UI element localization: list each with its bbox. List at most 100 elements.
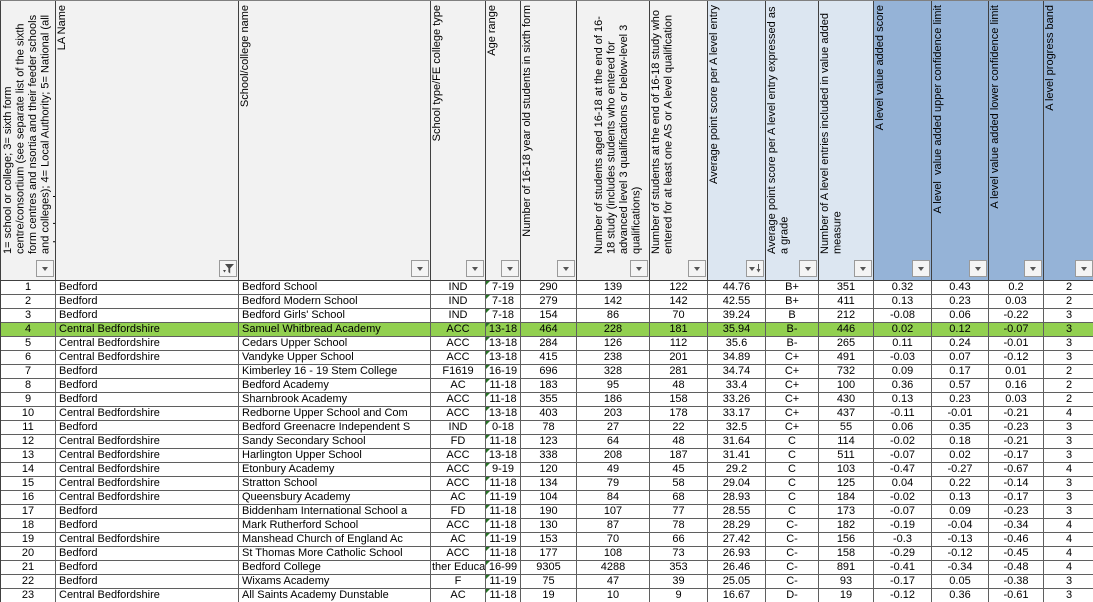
cell-r14-c7[interactable]: 45 <box>650 463 708 477</box>
cell-r23-c3[interactable]: AC <box>431 589 486 602</box>
cell-r23-c7[interactable]: 9 <box>650 589 708 602</box>
column-header-7[interactable]: Number of students at the end of 16-18 s… <box>650 1 708 280</box>
cell-r4-c14[interactable]: 3 <box>1044 323 1093 337</box>
cell-r12-c14[interactable]: 3 <box>1044 435 1093 449</box>
cell-r21-c7[interactable]: 353 <box>650 561 708 575</box>
cell-r8-c9[interactable]: C+ <box>766 379 819 393</box>
cell-r12-c5[interactable]: 123 <box>521 435 577 449</box>
cell-r22-c4[interactable]: 11-19 <box>486 575 521 589</box>
cell-r10-c14[interactable]: 4 <box>1044 407 1093 421</box>
filter-dropdown-button[interactable] <box>854 260 872 277</box>
cell-r7-c4[interactable]: 16-19 <box>486 365 521 379</box>
cell-r10-c8[interactable]: 33.17 <box>708 407 766 421</box>
cell-r15-c4[interactable]: 11-18 <box>486 477 521 491</box>
cell-r14-c10[interactable]: 103 <box>819 463 874 477</box>
cell-r17-c8[interactable]: 28.55 <box>708 505 766 519</box>
cell-r20-c7[interactable]: 73 <box>650 547 708 561</box>
cell-r22-c9[interactable]: C- <box>766 575 819 589</box>
cell-r13-c9[interactable]: C <box>766 449 819 463</box>
cell-r8-c4[interactable]: 11-18 <box>486 379 521 393</box>
cell-r13-c8[interactable]: 31.41 <box>708 449 766 463</box>
cell-r17-c11[interactable]: -0.07 <box>874 505 932 519</box>
cell-r1-c12[interactable]: 0.43 <box>932 281 989 295</box>
cell-r2-c1[interactable]: Bedford <box>56 295 239 309</box>
cell-r15-c2[interactable]: Stratton School <box>239 477 431 491</box>
cell-r1-c11[interactable]: 0.32 <box>874 281 932 295</box>
cell-r10-c4[interactable]: 13-18 <box>486 407 521 421</box>
column-header-2[interactable]: School/college name <box>239 1 431 280</box>
filter-dropdown-button[interactable] <box>969 260 987 277</box>
cell-r20-c2[interactable]: St Thomas More Catholic School <box>239 547 431 561</box>
cell-r12-c3[interactable]: FD <box>431 435 486 449</box>
cell-r10-c12[interactable]: -0.01 <box>932 407 989 421</box>
cell-r8-c1[interactable]: Bedford <box>56 379 239 393</box>
cell-r20-c1[interactable]: Bedford <box>56 547 239 561</box>
cell-r20-c5[interactable]: 177 <box>521 547 577 561</box>
cell-r17-c10[interactable]: 173 <box>819 505 874 519</box>
cell-r14-c9[interactable]: C <box>766 463 819 477</box>
cell-r23-c14[interactable]: 3 <box>1044 589 1093 602</box>
cell-r23-c10[interactable]: 19 <box>819 589 874 602</box>
cell-r7-c1[interactable]: Bedford <box>56 365 239 379</box>
cell-r16-c10[interactable]: 184 <box>819 491 874 505</box>
cell-r18-c12[interactable]: -0.04 <box>932 519 989 533</box>
cell-r1-c3[interactable]: IND <box>431 281 486 295</box>
cell-r7-c14[interactable]: 2 <box>1044 365 1093 379</box>
cell-r1-c14[interactable]: 2 <box>1044 281 1093 295</box>
cell-r8-c0[interactable]: 8 <box>1 379 56 393</box>
cell-r11-c9[interactable]: C+ <box>766 421 819 435</box>
cell-r4-c4[interactable]: 13-18 <box>486 323 521 337</box>
cell-r8-c7[interactable]: 48 <box>650 379 708 393</box>
filter-dropdown-button[interactable] <box>1075 260 1093 277</box>
cell-r12-c10[interactable]: 114 <box>819 435 874 449</box>
cell-r8-c8[interactable]: 33.4 <box>708 379 766 393</box>
filter-dropdown-button[interactable] <box>1024 260 1042 277</box>
cell-r23-c0[interactable]: 23 <box>1 589 56 602</box>
column-header-10[interactable]: Number of A level entries included in va… <box>819 1 874 280</box>
cell-r8-c6[interactable]: 95 <box>577 379 650 393</box>
cell-r22-c6[interactable]: 47 <box>577 575 650 589</box>
cell-r7-c9[interactable]: C+ <box>766 365 819 379</box>
cell-r14-c13[interactable]: -0.67 <box>989 463 1044 477</box>
cell-r19-c6[interactable]: 70 <box>577 533 650 547</box>
cell-r4-c9[interactable]: B- <box>766 323 819 337</box>
cell-r20-c6[interactable]: 108 <box>577 547 650 561</box>
cell-r4-c6[interactable]: 228 <box>577 323 650 337</box>
cell-r19-c8[interactable]: 27.42 <box>708 533 766 547</box>
cell-r15-c3[interactable]: ACC <box>431 477 486 491</box>
cell-r22-c1[interactable]: Bedford <box>56 575 239 589</box>
cell-r6-c13[interactable]: -0.12 <box>989 351 1044 365</box>
cell-r17-c6[interactable]: 107 <box>577 505 650 519</box>
cell-r3-c6[interactable]: 86 <box>577 309 650 323</box>
cell-r9-c2[interactable]: Sharnbrook Academy <box>239 393 431 407</box>
cell-r23-c11[interactable]: -0.12 <box>874 589 932 602</box>
cell-r22-c5[interactable]: 75 <box>521 575 577 589</box>
cell-r4-c10[interactable]: 446 <box>819 323 874 337</box>
cell-r18-c6[interactable]: 87 <box>577 519 650 533</box>
cell-r14-c2[interactable]: Etonbury Academy <box>239 463 431 477</box>
cell-r1-c4[interactable]: 7-19 <box>486 281 521 295</box>
cell-r17-c3[interactable]: FD <box>431 505 486 519</box>
cell-r13-c0[interactable]: 13 <box>1 449 56 463</box>
cell-r16-c3[interactable]: AC <box>431 491 486 505</box>
cell-r6-c2[interactable]: Vandyke Upper School <box>239 351 431 365</box>
cell-r19-c10[interactable]: 156 <box>819 533 874 547</box>
cell-r2-c9[interactable]: B+ <box>766 295 819 309</box>
cell-r16-c6[interactable]: 84 <box>577 491 650 505</box>
cell-r5-c6[interactable]: 126 <box>577 337 650 351</box>
column-header-13[interactable]: A level value added lower confidence lim… <box>989 1 1044 280</box>
cell-r5-c0[interactable]: 5 <box>1 337 56 351</box>
cell-r12-c4[interactable]: 11-18 <box>486 435 521 449</box>
cell-r6-c4[interactable]: 13-18 <box>486 351 521 365</box>
cell-r13-c10[interactable]: 511 <box>819 449 874 463</box>
cell-r17-c13[interactable]: -0.23 <box>989 505 1044 519</box>
cell-r8-c14[interactable]: 2 <box>1044 379 1093 393</box>
cell-r1-c13[interactable]: 0.2 <box>989 281 1044 295</box>
cell-r10-c7[interactable]: 178 <box>650 407 708 421</box>
cell-r2-c11[interactable]: 0.13 <box>874 295 932 309</box>
filter-dropdown-button[interactable] <box>799 260 817 277</box>
cell-r11-c6[interactable]: 27 <box>577 421 650 435</box>
cell-r15-c7[interactable]: 58 <box>650 477 708 491</box>
cell-r23-c9[interactable]: D- <box>766 589 819 602</box>
cell-r19-c0[interactable]: 19 <box>1 533 56 547</box>
